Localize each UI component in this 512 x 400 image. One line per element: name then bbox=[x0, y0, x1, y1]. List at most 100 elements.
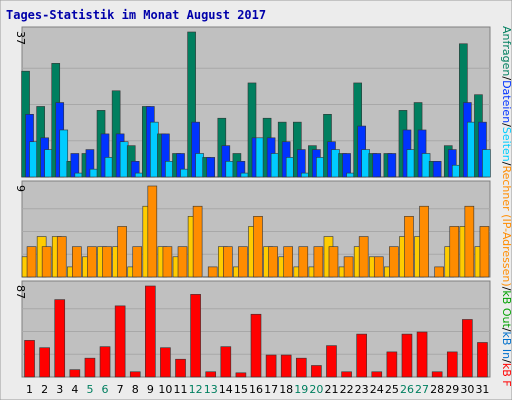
bar-kb-f-day-26 bbox=[401, 333, 413, 378]
bar-kb-f-day-25 bbox=[386, 351, 398, 378]
bar-kb-f-day-12 bbox=[190, 294, 201, 378]
chart-title: Tages-Statistik im Monat August 2017 bbox=[6, 8, 266, 22]
bar-kb-f-day-20 bbox=[311, 365, 322, 378]
right-legend-item: kB F bbox=[500, 363, 512, 387]
bar-kb-f-day-2 bbox=[39, 347, 50, 378]
right-legend-item: Anfragen bbox=[500, 26, 512, 76]
bar-kb-out-day-14 bbox=[223, 246, 233, 278]
bar-kb-out-day-29 bbox=[449, 226, 460, 278]
bar-kb-out-day-7 bbox=[117, 226, 127, 278]
bar-kb-out-day-11 bbox=[177, 246, 188, 278]
x-tick-label-day-19: 19 bbox=[294, 383, 308, 396]
bar-kb-out-day-10 bbox=[162, 246, 173, 278]
bar-kb-out-day-6 bbox=[102, 246, 112, 278]
bar-kb-out-day-12 bbox=[192, 205, 203, 278]
right-legend-item: Rechner (IP-Adressen) bbox=[500, 165, 512, 286]
bar-kb-f-day-29 bbox=[446, 351, 458, 378]
bar-dateien-day-28 bbox=[432, 161, 442, 178]
x-tick-label-day-6: 6 bbox=[102, 383, 109, 396]
x-axis-day-labels: 1 2 3 4 5 6 7 8 9 10 11 12 13 14 15 16 17 18 19 20 21 22 23 24 2… bbox=[26, 383, 489, 396]
bar-kb-f-day-30 bbox=[462, 319, 473, 378]
x-tick-label-day-16: 16 bbox=[249, 383, 263, 396]
bar-seiten-day-31 bbox=[482, 149, 491, 178]
bar-kb-f-day-21 bbox=[326, 345, 337, 378]
bar-kb-f-day-27 bbox=[416, 331, 428, 378]
bar-kb-out-day-26 bbox=[404, 216, 414, 278]
x-tick-label-day-22: 22 bbox=[340, 383, 354, 396]
right-legend-item: / bbox=[500, 359, 512, 363]
bar-kb-out-day-24 bbox=[373, 256, 384, 278]
bar-kb-out-day-19 bbox=[298, 246, 309, 278]
x-tick-label-day-9: 9 bbox=[147, 383, 154, 396]
bar-kb-f-day-10 bbox=[160, 347, 171, 378]
x-tick-label-day-30: 30 bbox=[460, 383, 474, 396]
bar-seiten-day-15 bbox=[240, 172, 250, 178]
right-legend-item: / bbox=[500, 76, 512, 80]
panel-max-label: 37 bbox=[14, 31, 27, 45]
bar-kb-out-day-17 bbox=[268, 246, 278, 278]
bar-kb-f-day-11 bbox=[175, 358, 186, 378]
bar-kb-out-day-13 bbox=[207, 266, 218, 278]
right-legend-item: / bbox=[500, 328, 512, 332]
bar-kb-f-day-19 bbox=[295, 357, 307, 378]
chart-panels: 37 9 87 bbox=[14, 26, 491, 378]
x-tick-label-day-24: 24 bbox=[370, 383, 384, 396]
bar-seiten-day-18 bbox=[285, 157, 295, 178]
bar-kb-f-day-24 bbox=[371, 371, 383, 378]
bar-kb-out-day-2 bbox=[41, 246, 52, 278]
bar-seiten-day-22 bbox=[346, 172, 355, 178]
right-legend-item: / bbox=[500, 123, 512, 127]
bar-kb-out-day-21 bbox=[328, 246, 339, 278]
x-tick-label-day-31: 31 bbox=[475, 383, 489, 396]
bar-kb-f-day-23 bbox=[356, 333, 367, 378]
bar-kb-out-day-9 bbox=[147, 185, 158, 278]
x-tick-label-day-18: 18 bbox=[279, 383, 293, 396]
bar-kb-f-day-28 bbox=[431, 371, 443, 378]
right-legend-item: / bbox=[500, 162, 512, 166]
bar-kb-out-day-3 bbox=[56, 236, 67, 278]
bar-kb-out-day-1 bbox=[26, 246, 37, 278]
bar-kb-out-day-8 bbox=[132, 246, 143, 278]
bar-kb-f-day-4 bbox=[69, 369, 81, 378]
bar-kb-out-day-18 bbox=[283, 246, 293, 278]
bar-seiten-day-30 bbox=[467, 121, 476, 178]
bar-kb-out-day-16 bbox=[253, 216, 263, 278]
bar-seiten-day-7 bbox=[119, 141, 129, 178]
x-tick-label-day-11: 11 bbox=[174, 383, 188, 396]
bar-kb-f-day-9 bbox=[145, 285, 156, 378]
bar-seiten-day-4 bbox=[74, 172, 84, 178]
bar-kb-f-day-16 bbox=[250, 313, 262, 378]
bar-kb-out-day-22 bbox=[343, 256, 354, 278]
x-tick-label-day-10: 10 bbox=[158, 383, 172, 396]
bar-kb-f-day-1 bbox=[24, 340, 35, 378]
bar-seiten-day-10 bbox=[165, 161, 174, 178]
x-tick-label-day-23: 23 bbox=[355, 383, 369, 396]
x-tick-label-day-7: 7 bbox=[117, 383, 124, 396]
bar-kb-out-day-28 bbox=[434, 266, 444, 278]
bar-kb-f-day-18 bbox=[280, 354, 292, 378]
x-tick-label-day-20: 20 bbox=[309, 383, 323, 396]
right-legend-item: kB Out bbox=[500, 290, 512, 328]
panel-3: 87 bbox=[14, 280, 491, 378]
bar-kb-out-day-4 bbox=[72, 246, 82, 278]
bar-kb-f-day-22 bbox=[341, 371, 352, 378]
bar-kb-f-day-6 bbox=[99, 346, 111, 378]
bar-kb-out-day-5 bbox=[87, 246, 97, 278]
x-tick-label-day-14: 14 bbox=[219, 383, 233, 396]
bar-dateien-day-25 bbox=[387, 153, 397, 178]
x-tick-label-day-26: 26 bbox=[400, 383, 414, 396]
bar-kb-out-day-23 bbox=[358, 236, 369, 278]
x-tick-label-day-5: 5 bbox=[86, 383, 93, 396]
bar-kb-f-day-3 bbox=[54, 299, 66, 378]
bar-kb-f-day-8 bbox=[129, 371, 141, 378]
x-tick-label-day-8: 8 bbox=[132, 383, 139, 396]
bar-kb-f-day-15 bbox=[235, 372, 247, 378]
bar-seiten-day-16 bbox=[255, 137, 265, 178]
bar-kb-out-day-31 bbox=[479, 226, 490, 278]
right-legend-item: Seiten bbox=[500, 127, 512, 162]
right-legend-item: / bbox=[500, 287, 512, 291]
x-tick-label-day-13: 13 bbox=[204, 383, 218, 396]
right-legend: Anfragen/Dateien/Seiten/Rechner (IP-Adre… bbox=[500, 26, 512, 387]
bar-kb-f-day-5 bbox=[84, 357, 96, 378]
